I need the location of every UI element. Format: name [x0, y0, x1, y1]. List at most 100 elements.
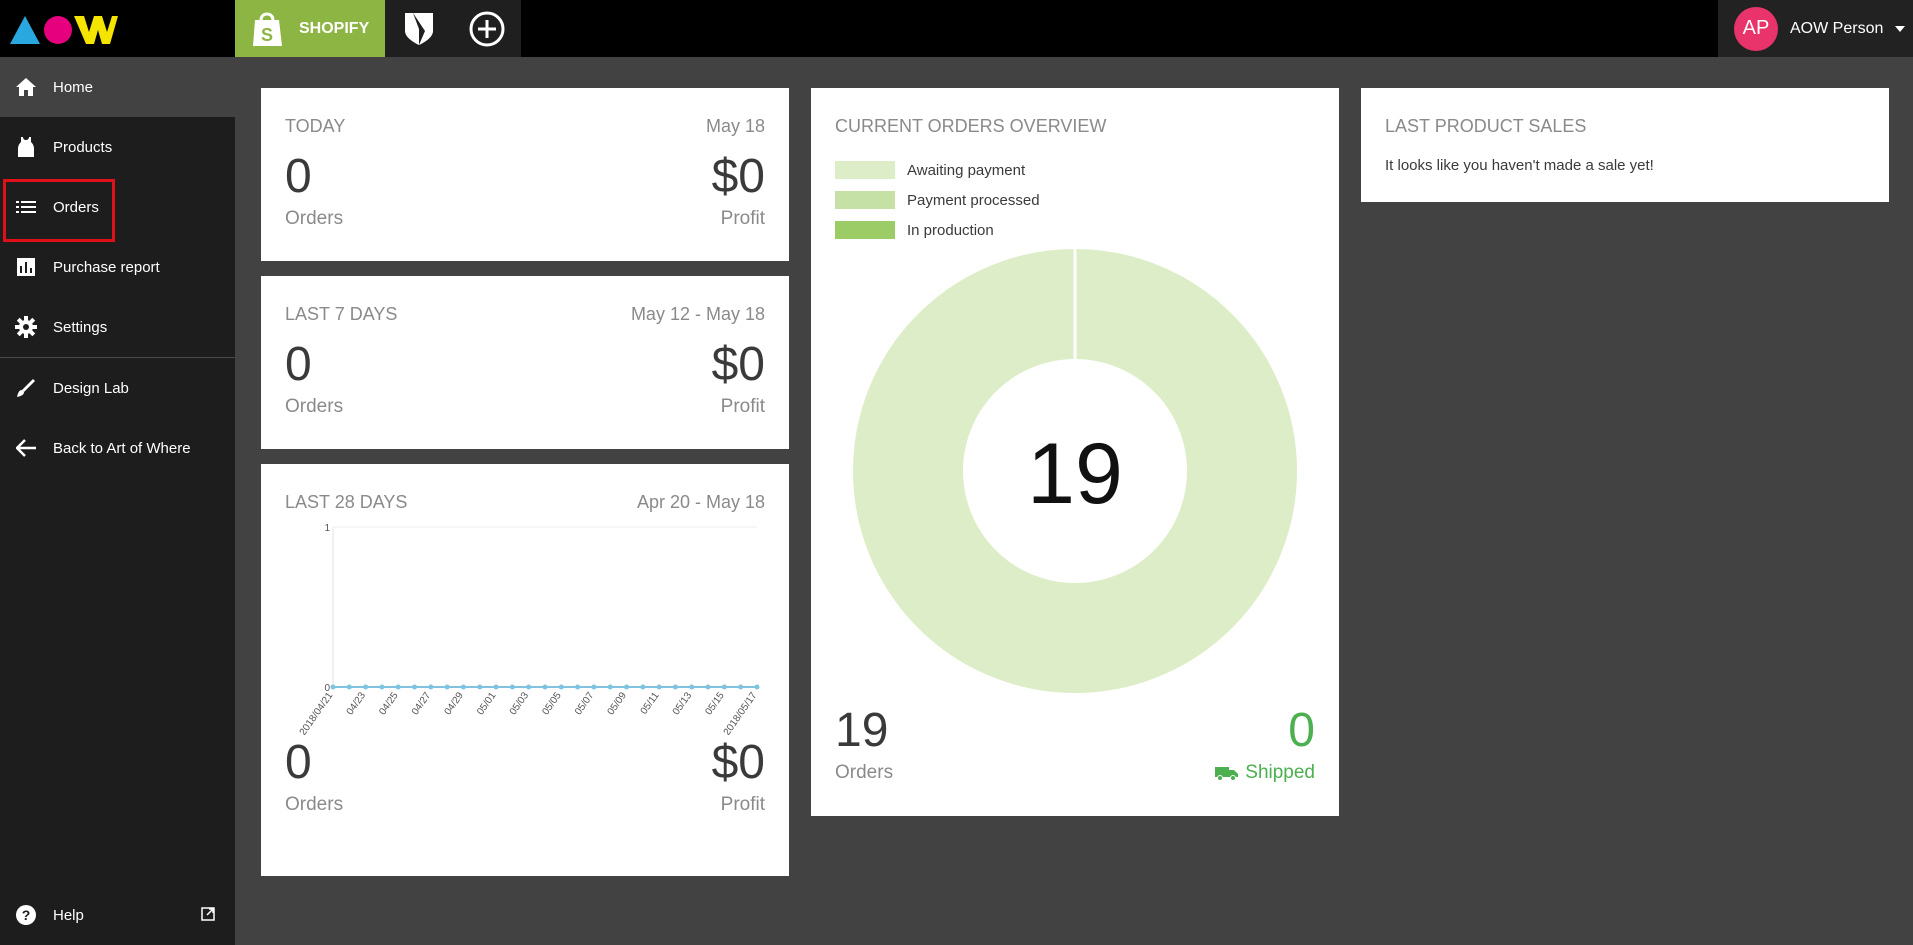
orders-count: 0: [285, 338, 312, 391]
data-point: [346, 684, 352, 690]
data-point: [738, 684, 744, 690]
x-tick-label: 05/03: [508, 690, 532, 717]
x-tick-label: 04/23: [345, 690, 369, 717]
orders-label: Orders: [285, 794, 344, 815]
sidebar-item-label: Home: [53, 78, 94, 96]
shipped-label: Shipped: [1245, 762, 1315, 783]
data-point: [379, 684, 385, 690]
sidebar-item-label: Products: [53, 138, 113, 156]
legend-swatch: [835, 161, 895, 179]
profit-label: Profit: [720, 208, 765, 229]
add-store-button[interactable]: [453, 0, 521, 57]
sidebar-item-purchase-report[interactable]: Purchase report: [0, 237, 235, 297]
home-icon: [14, 75, 38, 99]
card-title: CURRENT ORDERS OVERVIEW: [835, 116, 1107, 136]
sidebar-item-label: Back to Art of Where: [53, 439, 191, 457]
data-point: [672, 684, 678, 690]
avatar: AP: [1734, 6, 1778, 51]
tab-shield[interactable]: [385, 0, 453, 57]
legend-label: Awaiting payment: [907, 161, 1026, 179]
profit-value: $0: [711, 150, 765, 203]
orders-label: Orders: [285, 208, 344, 229]
x-tick-label: 04/27: [410, 690, 434, 717]
sidebar-item-label: Settings: [53, 318, 108, 336]
gear-icon: [14, 315, 38, 339]
x-tick-label: 05/01: [475, 690, 499, 717]
add-circle-icon: [469, 11, 505, 46]
y-tick-label: 0: [324, 683, 330, 694]
sidebar-item-settings[interactable]: Settings: [0, 297, 235, 357]
data-point: [542, 684, 548, 690]
data-point: [493, 684, 499, 690]
sidebar-item-products[interactable]: Products: [0, 117, 235, 177]
legend-label: In production: [907, 221, 994, 239]
x-tick-label: 05/09: [606, 690, 630, 717]
x-tick-label: 2018/05/17: [722, 690, 760, 735]
data-point: [330, 684, 336, 690]
data-point: [575, 684, 581, 690]
data-point: [689, 684, 695, 690]
profit-label: Profit: [720, 794, 765, 815]
data-point: [624, 684, 630, 690]
orders-overview-card: CURRENT ORDERS OVERVIEW Awaiting payment…: [811, 88, 1339, 816]
svg-text:S: S: [261, 25, 273, 45]
x-tick-label: 05/15: [703, 690, 727, 717]
tab-shopify-label: SHOPIFY: [299, 19, 370, 37]
data-point: [607, 684, 613, 690]
card-date: May 18: [705, 116, 765, 136]
card-title: TODAY: [285, 116, 346, 136]
brush-icon: [14, 376, 38, 400]
data-point: [509, 684, 515, 690]
sidebar-item-home[interactable]: Home: [0, 57, 235, 117]
x-tick-label: 04/25: [377, 690, 401, 717]
data-point: [444, 684, 450, 690]
tank-top-icon: [14, 135, 38, 159]
data-point: [640, 684, 646, 690]
card-title: LAST 28 DAYS: [285, 492, 408, 512]
data-point: [526, 684, 532, 690]
x-tick-label: 05/13: [671, 690, 695, 717]
card-title: LAST PRODUCT SALES: [1385, 116, 1587, 136]
data-point: [754, 684, 760, 690]
help-label: Help: [53, 906, 84, 924]
data-point: [591, 684, 597, 690]
sidebar-item-orders[interactable]: Orders: [0, 177, 235, 242]
card-date: May 12 - May 18: [630, 304, 765, 324]
store-tabs: S SHOPIFY: [235, 0, 521, 57]
tab-shopify[interactable]: S SHOPIFY: [235, 0, 385, 57]
orders-count: 0: [285, 736, 312, 789]
y-tick-label: 1: [324, 523, 330, 534]
list-icon: [14, 195, 38, 219]
profit-label: Profit: [720, 396, 765, 417]
sidebar-item-help[interactable]: ? Help: [0, 885, 235, 945]
sidebar: Home Products Orders Purchase report: [0, 57, 235, 945]
shipped-status: Shipped: [1215, 762, 1315, 784]
sidebar-divider: [0, 357, 235, 358]
data-point: [428, 684, 434, 690]
x-tick-label: 04/29: [443, 690, 467, 717]
legend-item[interactable]: In production: [835, 215, 1315, 245]
orders-count: 19: [835, 704, 889, 757]
data-point: [558, 684, 564, 690]
donut-legend: Awaiting payment Payment processed In pr…: [835, 155, 1315, 245]
user-menu[interactable]: AP AOW Person: [1718, 0, 1913, 57]
sidebar-item-back-to-art-of-where[interactable]: Back to Art of Where: [0, 418, 235, 478]
orders-donut-chart: 19: [853, 248, 1297, 693]
legend-swatch: [835, 221, 895, 239]
today-card: TODAY May 18 0 $0 Orders Profit: [261, 88, 789, 261]
top-bar: S SHOPIFY AP AOW Person: [0, 0, 1913, 57]
data-point: [705, 684, 711, 690]
data-point: [460, 684, 466, 690]
profit-value: $0: [711, 736, 765, 789]
help-icon: ?: [14, 903, 38, 927]
orders-count: 0: [285, 150, 312, 203]
svg-text:?: ?: [22, 907, 31, 923]
legend-item[interactable]: Awaiting payment: [835, 155, 1315, 185]
legend-item[interactable]: Payment processed: [835, 185, 1315, 215]
aow-logo[interactable]: [10, 12, 118, 46]
x-tick-label: 05/11: [639, 690, 662, 717]
sidebar-item-design-lab[interactable]: Design Lab: [0, 358, 235, 418]
card-date: Apr 20 - May 18: [636, 492, 765, 512]
sidebar-item-label: Design Lab: [53, 379, 129, 397]
